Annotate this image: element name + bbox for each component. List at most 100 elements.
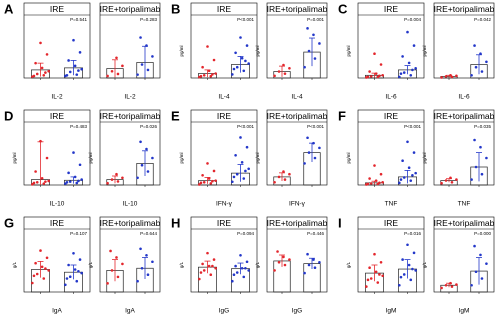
- subplot-title: IRE: [50, 111, 65, 121]
- panel-label: G: [4, 215, 14, 230]
- data-point: [73, 64, 77, 68]
- data-point: [68, 275, 72, 279]
- x-axis-label: IgA: [52, 308, 62, 315]
- plot-frame: [433, 2, 495, 79]
- data-point: [45, 53, 49, 56]
- plot-frame: [99, 216, 161, 293]
- data-point: [106, 74, 109, 78]
- y-axis-label: g/L: [12, 261, 17, 268]
- y-axis-label: pg/ml: [179, 152, 184, 163]
- data-point: [40, 265, 44, 269]
- data-point: [444, 75, 448, 78]
- data-point: [307, 151, 311, 154]
- data-point: [140, 266, 144, 270]
- data-point: [401, 258, 404, 261]
- subplot-title: IRE: [217, 218, 232, 228]
- data-point: [121, 64, 124, 68]
- data-point: [72, 151, 75, 154]
- data-point: [283, 72, 287, 75]
- data-point: [379, 63, 383, 66]
- data-point: [145, 253, 148, 257]
- data-point: [412, 251, 416, 255]
- data-point: [45, 156, 49, 160]
- x-axis-label: IL-4: [218, 94, 230, 101]
- data-point: [44, 180, 47, 183]
- data-point: [273, 74, 276, 78]
- data-point: [209, 74, 213, 78]
- data-point: [211, 264, 214, 268]
- data-point: [369, 182, 373, 185]
- data-point: [206, 251, 209, 255]
- data-point: [276, 250, 279, 253]
- data-point: [240, 266, 244, 270]
- data-point: [440, 76, 443, 79]
- data-point: [146, 273, 150, 277]
- data-point: [198, 183, 201, 186]
- y-axis-label: g/L: [422, 261, 427, 268]
- data-point: [232, 67, 236, 71]
- data-point: [146, 170, 150, 173]
- data-point: [207, 177, 211, 180]
- y-axis-label: pg/ml: [422, 152, 427, 163]
- data-point: [277, 261, 281, 264]
- plot-frame: [190, 2, 258, 79]
- subplot-title: IRE+toripalimab: [100, 218, 161, 228]
- data-point: [406, 243, 409, 247]
- data-point: [68, 70, 72, 74]
- data-point: [282, 170, 285, 173]
- data-point: [406, 140, 409, 144]
- data-point: [406, 30, 409, 34]
- data-point: [201, 262, 204, 266]
- data-point: [234, 264, 237, 268]
- subplot-title: IRE: [50, 4, 65, 14]
- data-point: [139, 140, 142, 144]
- data-point: [313, 57, 317, 60]
- data-point: [313, 156, 317, 160]
- y-axis-label: g/L: [179, 261, 184, 268]
- data-point: [136, 279, 139, 283]
- p-value: P=0.644: [140, 231, 157, 236]
- data-point: [77, 69, 80, 72]
- data-point: [485, 262, 488, 265]
- p-value: P<0.001: [307, 124, 324, 129]
- x-axis-label: TNF: [458, 201, 471, 208]
- p-value: P=0.094: [237, 231, 254, 236]
- data-point: [39, 249, 42, 252]
- data-point: [68, 180, 72, 183]
- data-point: [146, 68, 150, 72]
- data-point: [202, 181, 206, 184]
- data-point: [209, 273, 213, 277]
- data-point: [378, 74, 381, 78]
- x-axis-label: IL-6: [385, 94, 397, 101]
- data-point: [470, 74, 473, 77]
- data-point: [381, 274, 384, 278]
- data-point: [47, 69, 50, 73]
- data-point: [77, 179, 80, 183]
- data-point: [303, 65, 306, 69]
- data-point: [34, 261, 37, 265]
- data-point: [312, 33, 315, 37]
- data-point: [239, 36, 242, 39]
- data-point: [242, 177, 246, 180]
- data-point: [78, 51, 82, 54]
- data-point: [67, 59, 70, 62]
- data-point: [312, 258, 315, 261]
- data-point: [106, 282, 109, 285]
- data-point: [366, 182, 370, 186]
- data-point: [77, 270, 80, 273]
- data-point: [214, 179, 217, 182]
- subplot-title: IRE: [384, 4, 399, 14]
- data-point: [480, 277, 484, 280]
- y-axis-label: pg/ml: [255, 152, 260, 163]
- data-point: [235, 271, 239, 274]
- subplot-title: IRE: [384, 218, 399, 228]
- data-point: [318, 42, 321, 45]
- data-point: [207, 264, 211, 268]
- data-point: [373, 164, 376, 167]
- data-point: [480, 172, 484, 176]
- data-point: [398, 283, 401, 287]
- panel-label: B: [171, 1, 180, 16]
- p-value: P=0.446: [307, 231, 324, 236]
- plot-frame: [23, 2, 91, 79]
